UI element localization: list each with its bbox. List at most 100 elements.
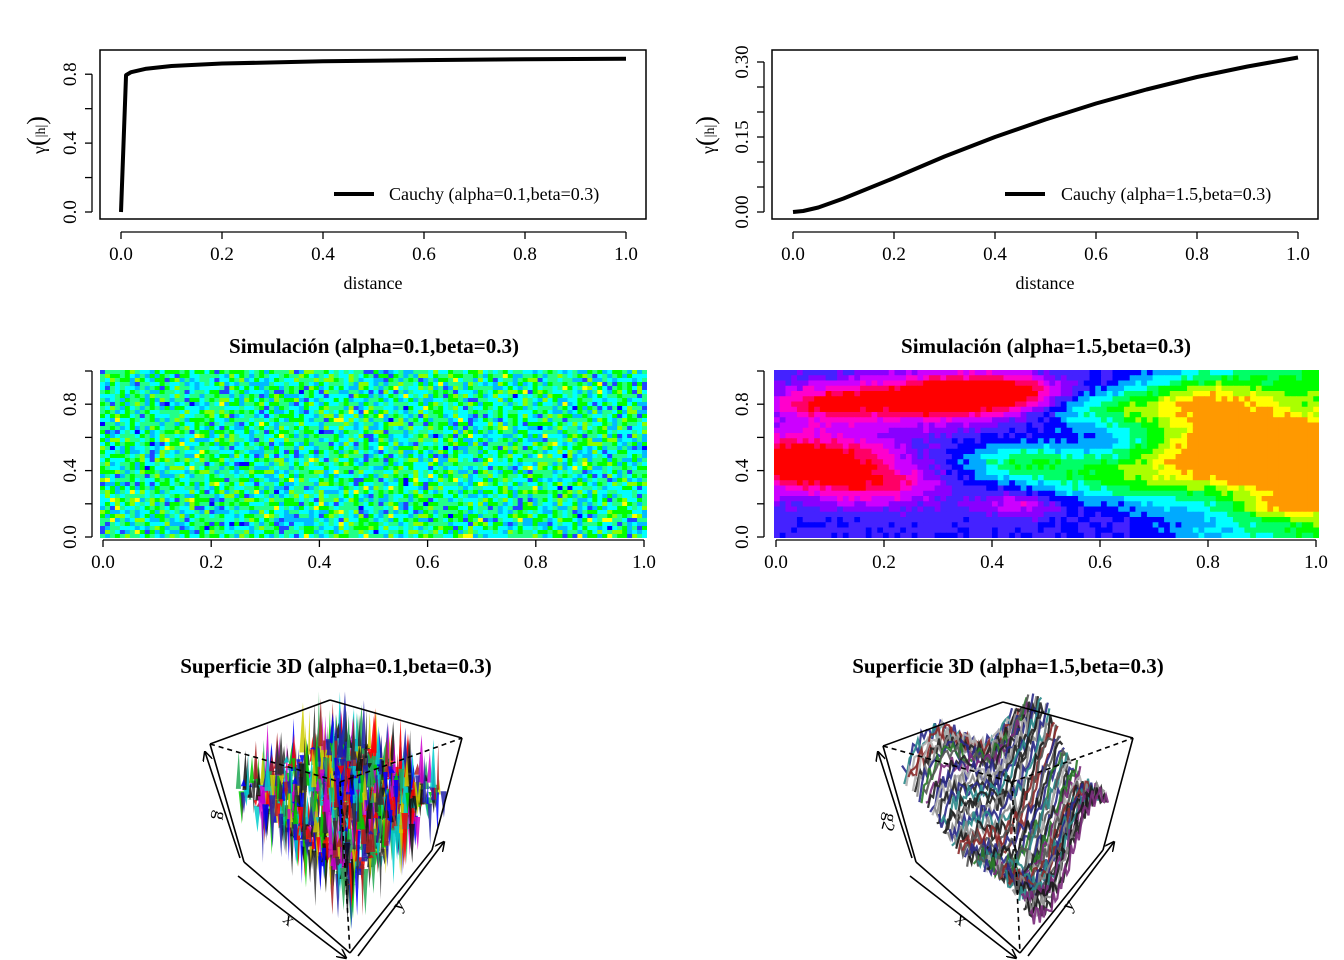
heatmap-cell — [403, 482, 409, 487]
heatmap-cell — [1198, 375, 1205, 382]
heatmap-cell — [438, 450, 444, 455]
heatmap-cell — [303, 530, 310, 535]
heatmap-cell — [537, 450, 544, 455]
heatmap-cell — [264, 474, 270, 479]
heatmap-cell — [438, 370, 444, 375]
heatmap-cell — [562, 518, 569, 523]
heatmap-cell — [209, 494, 215, 499]
heatmap-cell — [467, 494, 474, 499]
heatmap-cell — [368, 390, 375, 395]
heatmap-cell — [179, 426, 186, 431]
heatmap-cell — [637, 390, 643, 395]
heatmap-cell — [433, 502, 439, 507]
heatmap-cell — [502, 438, 509, 443]
heatmap-cell — [259, 434, 265, 439]
heatmap-cell — [109, 414, 116, 419]
heatmap-cell — [842, 380, 850, 387]
heatmap-cell — [477, 430, 484, 435]
heatmap-cell — [512, 418, 519, 423]
heatmap-cell — [617, 450, 623, 455]
heatmap-cell — [467, 454, 474, 459]
heatmap-cell — [492, 454, 499, 459]
heatmap-cell — [502, 406, 509, 411]
heatmap-cell — [244, 398, 250, 403]
heatmap-cell — [393, 458, 399, 463]
heatmap-cell — [562, 414, 569, 419]
heatmap-cell — [582, 402, 588, 407]
heatmap-cell — [587, 474, 593, 479]
heatmap-cell — [438, 418, 444, 423]
heatmap-cell — [159, 430, 166, 435]
heatmap-cell — [522, 454, 529, 459]
heatmap-cell — [637, 510, 643, 515]
heatmap-cell — [418, 474, 424, 479]
heatmap-cell — [582, 390, 588, 395]
axes: 0.0 0.2 0.4 0.6 0.8 1.00.00.40.8 — [60, 370, 656, 573]
heatmap-cell — [1032, 375, 1039, 382]
heatmap-cell — [1238, 375, 1246, 382]
heatmap-cell — [448, 386, 454, 391]
heatmap-cell — [328, 410, 335, 415]
heatmap-cell — [109, 482, 116, 487]
heatmap-cell — [597, 434, 603, 439]
heatmap-cell — [562, 482, 569, 487]
heatmap-cell — [174, 534, 181, 538]
heatmap-cell — [318, 494, 325, 499]
heatmap-cell — [378, 430, 385, 435]
heatmap-cell — [323, 374, 330, 379]
heatmap-cell — [214, 450, 220, 455]
heatmap-cell — [547, 510, 554, 515]
heatmap-cell — [264, 466, 270, 471]
heatmap-cell — [293, 378, 300, 383]
heatmap-cell — [463, 498, 469, 503]
heatmap-cell — [264, 486, 270, 491]
heatmap-cell — [532, 502, 539, 507]
heatmap-cell — [388, 478, 394, 483]
heatmap-cell — [388, 470, 394, 475]
heatmap-cell — [428, 534, 434, 538]
heatmap-cell — [274, 530, 280, 535]
heatmap-cell — [318, 410, 325, 415]
heatmap-cell — [358, 390, 365, 395]
heatmap-cell — [129, 502, 136, 507]
heatmap-cell — [274, 522, 280, 527]
heatmap-cell — [398, 482, 404, 487]
heatmap-cell — [279, 526, 285, 531]
heatmap-cell — [637, 534, 643, 538]
heatmap-cell — [502, 434, 509, 439]
heatmap-cell — [403, 490, 409, 495]
heatmap-cell — [139, 522, 146, 527]
heatmap-cell — [398, 494, 404, 499]
heatmap-cell — [642, 398, 647, 403]
heatmap-cell — [398, 406, 404, 411]
heatmap-cell — [860, 380, 867, 387]
heatmap-cell — [403, 478, 409, 483]
heatmap-cell — [174, 518, 181, 523]
heatmap-cell — [348, 454, 355, 459]
heatmap-cell — [363, 406, 370, 411]
heatmap-cell — [264, 426, 270, 431]
heatmap-cell — [562, 522, 569, 527]
heatmap-cell — [199, 406, 206, 411]
heatmap-cell — [358, 410, 365, 415]
heatmap-cell — [418, 530, 424, 535]
heatmap-cell — [860, 370, 867, 376]
heatmap-cell — [214, 454, 220, 459]
heatmap-cell — [199, 526, 206, 531]
heatmap-cell — [537, 506, 544, 511]
heatmap-cell — [567, 530, 574, 535]
heatmap-cell — [129, 374, 136, 379]
heatmap-cell — [269, 458, 275, 463]
heatmap-cell — [642, 450, 647, 455]
heatmap-cell — [577, 378, 583, 383]
heatmap-cell — [423, 438, 429, 443]
heatmap-cell — [408, 378, 414, 383]
heatmap-cell — [572, 390, 578, 395]
heatmap-cell — [219, 514, 225, 519]
heatmap-cell — [1129, 370, 1137, 376]
heatmap-cell — [328, 370, 335, 375]
heatmap-cell — [1055, 375, 1062, 382]
heatmap-cell — [477, 390, 484, 395]
heatmap-cell — [557, 474, 564, 479]
heatmap-cell — [502, 410, 509, 415]
